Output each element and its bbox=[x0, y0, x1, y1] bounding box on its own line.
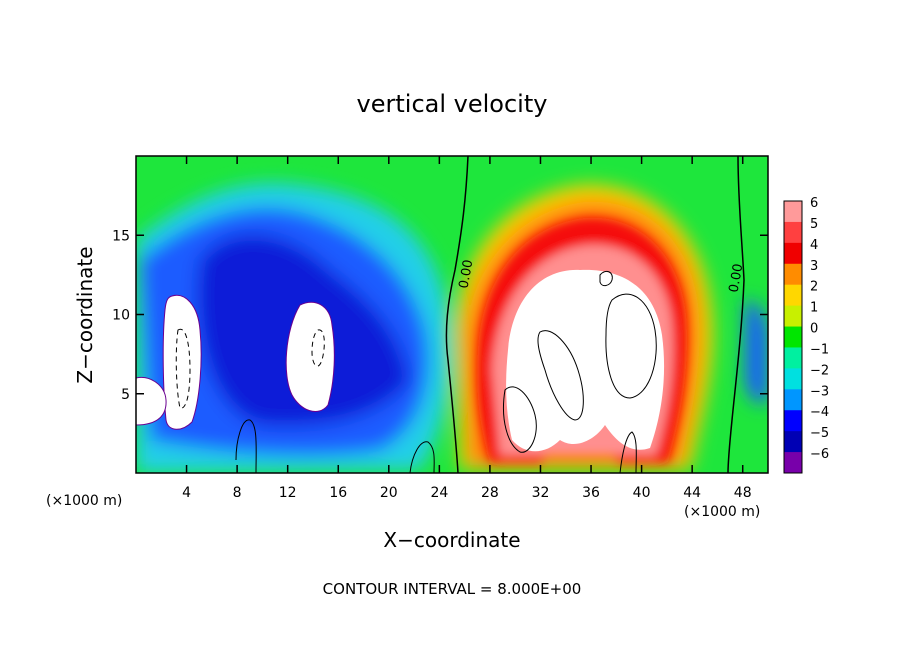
colorbar-swatch bbox=[784, 347, 802, 369]
x-tick-label: 32 bbox=[532, 485, 550, 501]
colorbar-label: −3 bbox=[810, 384, 829, 399]
y-axis: 5 10 15 bbox=[112, 228, 768, 403]
colorbar-swatch bbox=[784, 284, 802, 307]
contour-solid-low-3 bbox=[619, 431, 637, 473]
colorbar-label: −4 bbox=[810, 405, 829, 420]
white-region-edge bbox=[136, 376, 167, 426]
contour-label-left: 0.00 bbox=[457, 259, 477, 290]
colorbar-label: −6 bbox=[810, 447, 829, 462]
colorbar-label: −2 bbox=[810, 363, 829, 378]
colorbar-swatch bbox=[784, 431, 802, 453]
colorbar-label: 4 bbox=[810, 238, 818, 253]
colorbar-swatch bbox=[784, 242, 802, 265]
colorbar-label: 5 bbox=[810, 217, 818, 232]
x-tick-label: 16 bbox=[329, 485, 347, 501]
x-axis: 4 8 12 16 20 24 28 32 36 40 44 48 bbox=[182, 156, 752, 501]
white-region-left bbox=[162, 294, 202, 430]
x-tick-label: 20 bbox=[380, 485, 398, 501]
contour-zero-left bbox=[445, 156, 469, 473]
contour-solid-low-2 bbox=[409, 441, 435, 473]
colorbar-swatch bbox=[784, 263, 802, 286]
x-tick-label: 12 bbox=[279, 485, 297, 501]
contour-solid-b bbox=[537, 330, 584, 421]
x-tick-label: 48 bbox=[734, 485, 752, 501]
contour-interval-text: CONTOUR INTERVAL = 8.000E+00 bbox=[323, 580, 582, 598]
x-unit-left: (×1000 m) bbox=[46, 493, 122, 509]
heatmap-field: 0.00 0.00 bbox=[136, 156, 768, 473]
colorbar-swatch bbox=[784, 326, 802, 348]
right-cool-region bbox=[745, 300, 768, 404]
colorbar-swatch bbox=[784, 201, 802, 223]
colorbar-swatch bbox=[784, 452, 802, 474]
contour-solid-d bbox=[599, 270, 613, 287]
colorbar-label: 2 bbox=[810, 280, 818, 295]
x-tick-label: 44 bbox=[683, 485, 701, 501]
contour-dashed-mid bbox=[311, 329, 325, 367]
y-tick-label: 5 bbox=[121, 387, 130, 403]
y-tick-label: 10 bbox=[112, 308, 130, 324]
x-tick-label: 28 bbox=[481, 485, 499, 501]
contour-solid-c bbox=[605, 293, 657, 399]
colorbar-label: 0 bbox=[810, 322, 818, 337]
x-tick-label: 4 bbox=[182, 485, 191, 501]
x-tick-label: 24 bbox=[430, 485, 448, 501]
white-region-updraft bbox=[506, 269, 665, 452]
y-tick-label: 15 bbox=[112, 228, 130, 244]
colorbar-swatch bbox=[784, 389, 802, 411]
colorbar-swatch bbox=[784, 305, 802, 328]
colorbar: 6 5 4 3 2 1 0 −1 −2 −3 −4 −5 −6 bbox=[783, 196, 829, 474]
contour-dashed-left bbox=[175, 328, 191, 409]
x-axis-label: X−coordinate bbox=[383, 528, 520, 552]
colorbar-label: −1 bbox=[810, 342, 829, 357]
colorbar-label: 3 bbox=[810, 259, 818, 274]
contour-label-right: 0.00 bbox=[727, 263, 747, 294]
y-axis-label: Z−coordinate bbox=[73, 246, 97, 383]
chart-title: vertical velocity bbox=[357, 90, 548, 118]
colorbar-label: −5 bbox=[810, 426, 829, 441]
colorbar-swatch bbox=[784, 368, 802, 390]
contour-solid-a bbox=[502, 386, 537, 453]
colorbar-swatch bbox=[784, 221, 802, 244]
x-unit-right: (×1000 m) bbox=[684, 504, 760, 520]
colorbar-label: 1 bbox=[810, 301, 818, 316]
colorbar-label: 6 bbox=[810, 196, 818, 211]
contour-zero-right bbox=[727, 156, 745, 473]
white-region-mid bbox=[285, 301, 335, 413]
x-tick-label: 8 bbox=[233, 485, 242, 501]
x-tick-label: 36 bbox=[582, 485, 600, 501]
colorbar-frame bbox=[783, 200, 803, 474]
colorbar-swatch bbox=[784, 410, 802, 432]
x-tick-label: 40 bbox=[633, 485, 651, 501]
contour-solid-low-1 bbox=[235, 419, 257, 473]
